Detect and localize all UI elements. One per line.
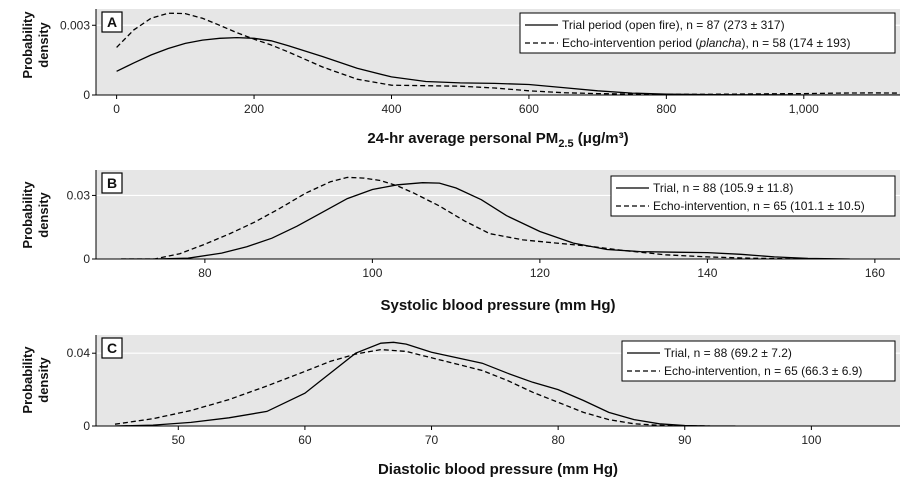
panel-label-box xyxy=(101,337,123,359)
x-tick-label: 400 xyxy=(381,102,401,116)
x-tick-label: 100 xyxy=(362,266,382,280)
x-tick-label: 100 xyxy=(801,433,821,447)
series-line-echo-intervention xyxy=(121,176,834,259)
x-tick-label: 0 xyxy=(113,102,120,116)
x-tick-label: 80 xyxy=(551,433,565,447)
legend-label: Trial, n = 88 (105.9 ± 11.8) xyxy=(653,181,793,195)
legend-text: n = 65 (101.1 ± 10.5) xyxy=(753,199,865,213)
x-tick-label: 50 xyxy=(172,433,186,447)
legend-text: ), n = 58 (174 ± 193) xyxy=(741,36,850,50)
panel-b: 0 0.03 80 100 120 140 160 Probabilitydensity Sys… xyxy=(20,170,900,314)
y-axis-label-line: density xyxy=(36,21,51,67)
legend-label: Trial period (open fire), n = 87 (273 ± … xyxy=(562,18,785,32)
panel-label-box xyxy=(101,11,123,33)
legend-box xyxy=(519,12,896,54)
y-axis-label-line: density xyxy=(36,356,51,402)
y-axis-label: Probabilitydensity xyxy=(20,181,51,249)
legend-label: Trial, n = 88 (69.2 ± 7.2) xyxy=(664,346,792,360)
x-axis-label: 24-hr average personal PM2.5 (μg/m³) xyxy=(367,130,628,150)
y-tick-label: 0 xyxy=(83,419,90,433)
y-tick-label: 0.003 xyxy=(60,18,90,32)
legend-text: n = 88 (69.2 ± 7.2) xyxy=(694,346,792,360)
x-axis-label: Systolic blood pressure (mm Hg) xyxy=(380,297,615,314)
legend-box xyxy=(610,175,896,217)
series-line-trial xyxy=(116,36,900,95)
legend-text: Trial, xyxy=(653,181,683,195)
x-axis-label-main: 24-hr average personal PM xyxy=(367,130,558,147)
legend-text: Echo-intervention, xyxy=(653,199,753,213)
x-tick-label: 80 xyxy=(198,266,212,280)
panel-label: C xyxy=(107,340,117,356)
y-tick-label: 0.04 xyxy=(67,346,91,360)
x-axis-label-subscript: 2.5 xyxy=(558,138,573,150)
y-axis-label-line: Probability xyxy=(20,181,35,249)
legend-text: Echo-intervention period ( xyxy=(562,36,699,50)
panel-label: B xyxy=(107,175,117,191)
legend-label: Echo-intervention, n = 65 (66.3 ± 6.9) xyxy=(664,364,862,378)
x-tick-label: 200 xyxy=(244,102,264,116)
y-tick-label: 0.03 xyxy=(67,188,91,202)
x-tick-label: 600 xyxy=(519,102,539,116)
series-line-echo-intervention xyxy=(116,12,900,95)
x-axis-label: Diastolic blood pressure (mm Hg) xyxy=(378,461,618,478)
x-tick-label: 120 xyxy=(530,266,550,280)
series-line-trial xyxy=(121,182,850,259)
panel-c: 0 0.04 50 60 70 80 90 100 Probabilitydensity Dias… xyxy=(20,335,900,478)
legend-text: n = 65 (66.3 ± 6.9) xyxy=(764,364,862,378)
y-axis-label-line: Probability xyxy=(20,11,35,79)
y-axis-label-line: Probability xyxy=(20,346,35,414)
series-line-echo-intervention xyxy=(114,348,711,426)
legend-label: Echo-intervention, n = 65 (101.1 ± 10.5) xyxy=(653,199,865,213)
y-tick-label: 0 xyxy=(83,88,90,102)
x-axis-label-main: Diastolic blood pressure (mm Hg) xyxy=(378,461,618,478)
x-tick-label: 1,000 xyxy=(789,102,819,116)
y-tick-label: 0 xyxy=(83,252,90,266)
x-axis-label-main: Systolic blood pressure (mm Hg) xyxy=(380,297,615,314)
y-axis-label: Probabilitydensity xyxy=(20,346,51,414)
legend-text: n = 88 (105.9 ± 11.8) xyxy=(683,181,794,195)
x-tick-label: 90 xyxy=(678,433,692,447)
legend-text: Trial, xyxy=(664,346,694,360)
series-line-trial xyxy=(114,341,736,426)
x-tick-label: 800 xyxy=(656,102,676,116)
y-axis-label-line: density xyxy=(36,191,51,237)
panel-label-box xyxy=(101,172,123,194)
x-tick-label: 140 xyxy=(697,266,717,280)
x-tick-label: 160 xyxy=(865,266,885,280)
legend-label: Echo-intervention period (plancha), n = … xyxy=(562,36,850,50)
y-axis-label: Probabilitydensity xyxy=(20,11,51,79)
panel-a: 0 0.003 0 200 400 600 800 1,000 Probabilitydensi… xyxy=(20,9,900,150)
legend-box xyxy=(621,340,896,382)
x-tick-label: 70 xyxy=(425,433,439,447)
legend-text: Trial period (open fire), xyxy=(562,18,686,32)
legend-text: n = 87 (273 ± 317) xyxy=(686,18,784,32)
legend-text: Echo-intervention, xyxy=(664,364,764,378)
panel-label: A xyxy=(107,14,117,30)
legend-text-italic: plancha xyxy=(698,36,741,50)
x-tick-label: 60 xyxy=(298,433,312,447)
x-axis-label-unit: (μg/m³) xyxy=(574,130,629,147)
